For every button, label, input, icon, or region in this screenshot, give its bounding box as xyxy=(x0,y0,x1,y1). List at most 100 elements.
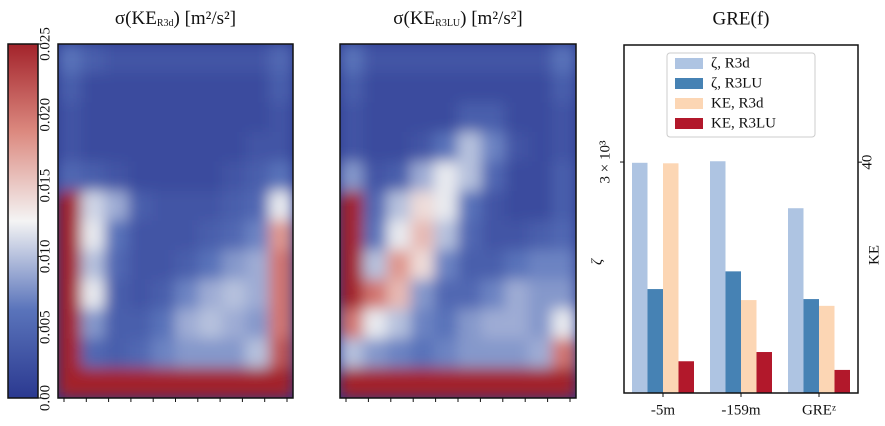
heatmap-cell xyxy=(340,44,365,74)
title-part: σ(KE xyxy=(393,8,435,29)
heatmap-cell xyxy=(175,338,200,369)
heatmap-cell xyxy=(504,191,530,222)
y2-tick-label: 40 xyxy=(859,155,875,170)
heatmap-cell xyxy=(151,161,176,192)
heatmap-cell xyxy=(363,250,388,281)
heatmap-cell xyxy=(528,73,553,104)
heatmap-cell xyxy=(457,220,483,251)
heatmap-cell xyxy=(386,102,412,133)
heatmap-cell xyxy=(363,161,388,192)
heatmap-cell xyxy=(58,44,82,74)
bar xyxy=(741,300,757,393)
heatmap-cell xyxy=(151,102,176,133)
heatmap-cell xyxy=(269,279,293,310)
heatmap-cell xyxy=(386,191,412,222)
heatmap-cell xyxy=(481,368,506,398)
bar xyxy=(788,208,804,393)
heatmap-cell xyxy=(481,161,506,192)
heatmap-cell xyxy=(245,279,270,310)
colorbar-tick-label: 0.025 xyxy=(37,27,53,61)
heatmap-cell xyxy=(128,220,153,251)
bar xyxy=(819,305,835,393)
heatmap-cell xyxy=(222,73,247,104)
bar xyxy=(647,289,663,393)
heatmap-cell xyxy=(222,44,247,74)
heatmap-cell xyxy=(81,191,106,222)
heatmap-cell xyxy=(528,44,553,74)
heatmap-cell xyxy=(198,44,223,74)
heatmap-cell xyxy=(481,309,506,340)
heatmap-cell xyxy=(245,338,270,369)
heatmap-cell xyxy=(58,368,82,398)
heatmap-cell xyxy=(198,279,223,310)
heatmap-cell xyxy=(175,73,200,104)
heatmap-cell xyxy=(81,368,106,398)
bar xyxy=(834,369,850,393)
heatmap-cell xyxy=(386,132,412,163)
heatmap-cell xyxy=(410,161,435,192)
heatmap-cell xyxy=(340,73,365,104)
heatmap-cell xyxy=(363,220,388,251)
heatmap-cell xyxy=(551,368,576,398)
heatmap-cell xyxy=(410,132,435,163)
heatmap-cell xyxy=(198,102,223,133)
heatmap-cell xyxy=(363,73,388,104)
heatmap-cell xyxy=(433,73,459,104)
heatmap-cell xyxy=(551,250,576,281)
heatmap-cell xyxy=(81,44,106,74)
heatmap-cell xyxy=(245,250,270,281)
heatmap-cell xyxy=(81,102,106,133)
heatmap-cell xyxy=(198,309,223,340)
legend-label: KE, R3d xyxy=(711,95,764,111)
heatmap-cell xyxy=(269,161,293,192)
heatmap-field xyxy=(340,44,576,398)
heatmap-cell xyxy=(269,309,293,340)
heatmap-cell xyxy=(104,102,129,133)
heatmap-cell xyxy=(222,102,247,133)
heatmap-cell xyxy=(386,44,412,74)
heatmap-cell xyxy=(198,191,223,222)
legend-label: KE, R3LU xyxy=(711,115,776,131)
heatmap-cell xyxy=(222,161,247,192)
x-tick-label: -159m xyxy=(721,402,760,418)
heatmap-cell xyxy=(222,279,247,310)
heatmap-cell xyxy=(457,161,483,192)
heatmap-cell xyxy=(245,309,270,340)
title-subscript: R3d xyxy=(157,18,174,29)
heatmap-cell xyxy=(245,368,270,398)
heatmap-cell xyxy=(551,44,576,74)
heatmap-cell xyxy=(433,338,459,369)
heatmap-cell xyxy=(504,250,530,281)
heatmap-cell xyxy=(58,279,82,310)
bar xyxy=(725,271,741,393)
heatmap-cell xyxy=(340,279,365,310)
heatmap-cell xyxy=(340,161,365,192)
heatmap-cell xyxy=(410,220,435,251)
heatmap-cell xyxy=(151,279,176,310)
heatmap-cell xyxy=(363,279,388,310)
heatmap-cell xyxy=(340,309,365,340)
heatmap-cell xyxy=(386,73,412,104)
heatmap-cell xyxy=(410,44,435,74)
heatmap-cell xyxy=(128,191,153,222)
heatmap-cell xyxy=(245,191,270,222)
heatmap-cell xyxy=(269,132,293,163)
heatmap-cell xyxy=(104,73,129,104)
colorbar-tick-label: 0.010 xyxy=(37,240,53,274)
heatmap-cell xyxy=(245,102,270,133)
heatmap-cell xyxy=(198,132,223,163)
heatmap-cell xyxy=(198,161,223,192)
heatmap-cell xyxy=(128,73,153,104)
heatmap-cell xyxy=(245,44,270,74)
heatmap-cell xyxy=(222,309,247,340)
heatmap-cell xyxy=(104,191,129,222)
heatmap-cell xyxy=(504,368,530,398)
heatmap-cell xyxy=(363,102,388,133)
heatmap-cell xyxy=(175,161,200,192)
heatmap-cell xyxy=(151,44,176,74)
heatmap-cell xyxy=(457,309,483,340)
heatmap-cell xyxy=(175,279,200,310)
heatmap-cell xyxy=(433,161,459,192)
heatmap-cell xyxy=(551,132,576,163)
heatmap-cell xyxy=(481,338,506,369)
